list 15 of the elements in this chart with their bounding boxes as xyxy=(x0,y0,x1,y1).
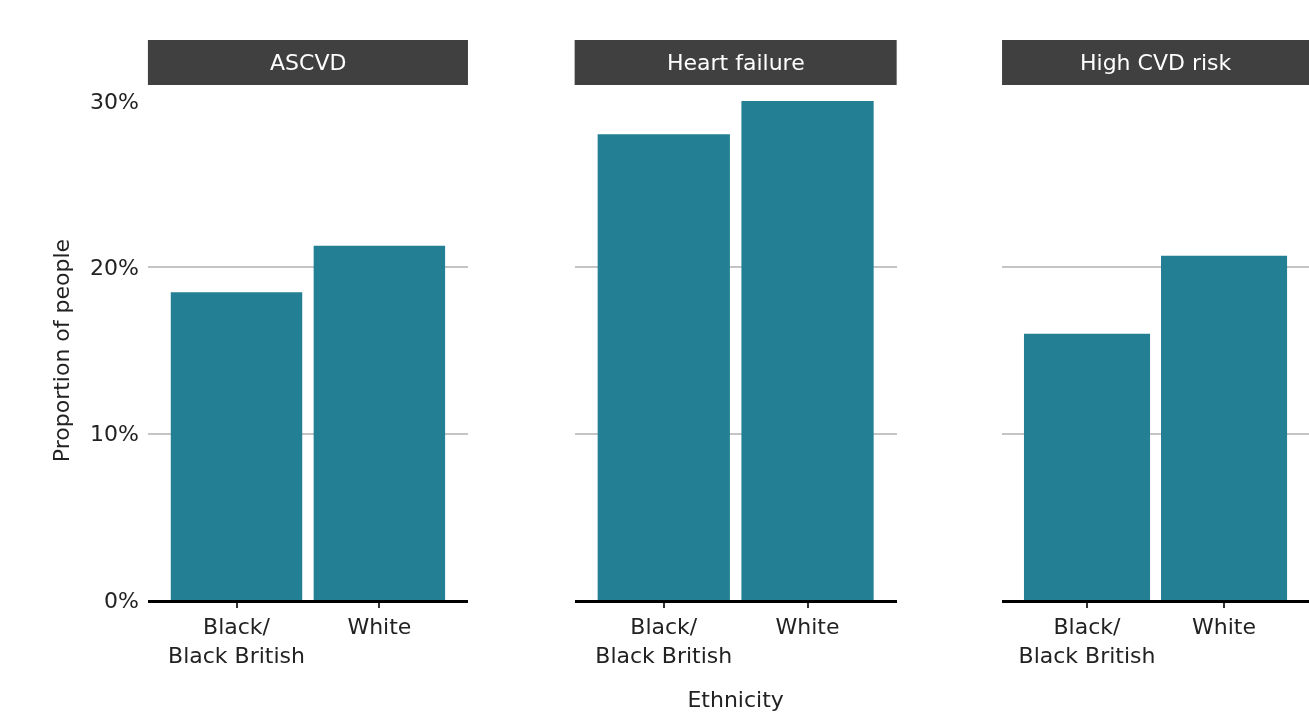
y-tick-label: 20% xyxy=(90,255,139,281)
x-tick-label: White xyxy=(775,614,840,640)
x-tick-label: Black/ Black British xyxy=(1018,614,1156,668)
y-tick-label: 0% xyxy=(104,587,139,613)
y-axis-title: Proportion of people xyxy=(48,238,74,463)
x-axis-title: Ethnicity xyxy=(687,686,784,712)
chart-title: High CVD risk xyxy=(1080,50,1232,75)
y-tick-label: 10% xyxy=(90,421,139,447)
y-tick-label: 30% xyxy=(90,88,139,114)
x-tick-label: Black/ Black British xyxy=(168,614,305,668)
chart-title: ASCVD xyxy=(270,50,347,75)
x-tick-label: Black/ Black British xyxy=(595,614,733,668)
chart-title: Heart failure xyxy=(667,50,805,75)
x-tick-label: White xyxy=(347,614,412,640)
x-tick-label: White xyxy=(1192,614,1257,640)
